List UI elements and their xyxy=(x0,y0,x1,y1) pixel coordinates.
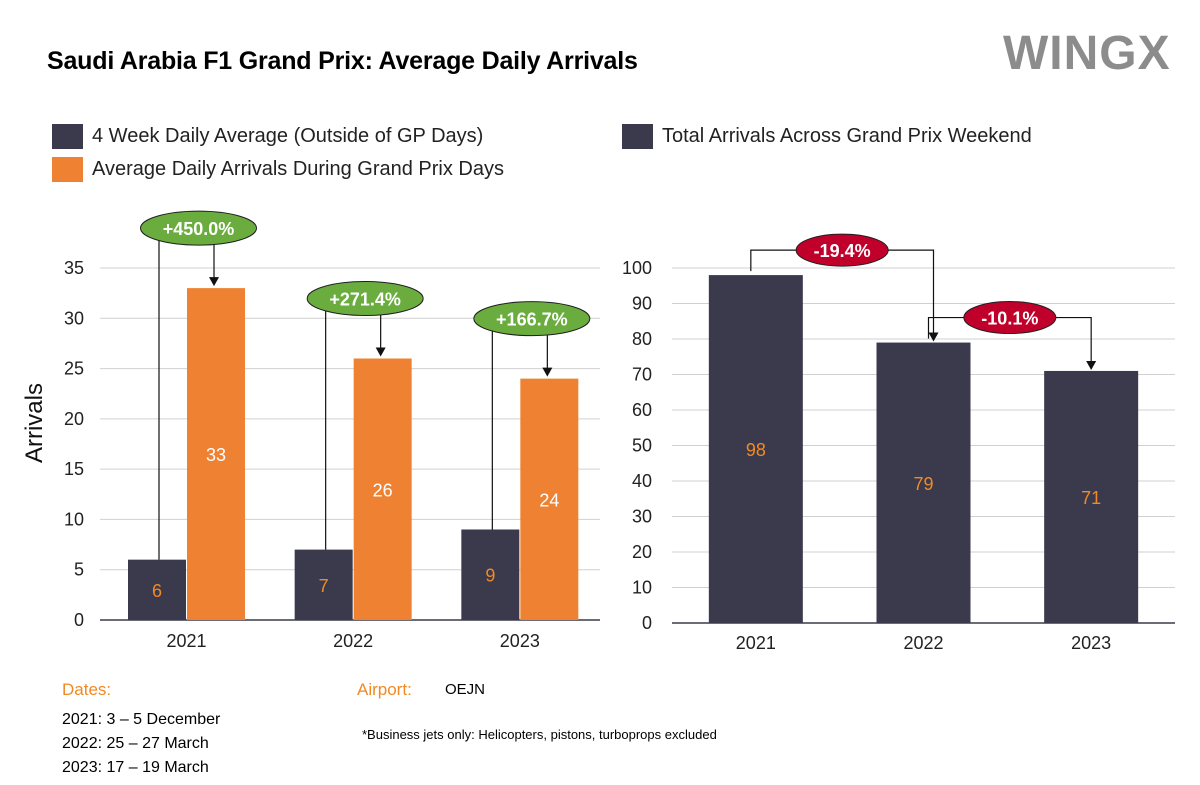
legend-label: Average Daily Arrivals During Grand Prix… xyxy=(92,158,505,180)
legend-swatch-dark xyxy=(622,124,653,149)
legend-swatch-dark xyxy=(52,124,83,149)
pct-change-label: -19.4% xyxy=(814,241,871,261)
pct-change-label: +166.7% xyxy=(496,310,568,330)
x-tick-label: 2021 xyxy=(736,633,776,653)
data-label: 26 xyxy=(373,480,393,500)
callout-arrowhead xyxy=(209,277,219,287)
bar-gp-days-2021 xyxy=(187,288,245,620)
callout-arrowhead xyxy=(1086,360,1097,370)
x-tick-label: 2023 xyxy=(500,631,540,651)
page-title: Saudi Arabia F1 Grand Prix: Average Dail… xyxy=(47,47,638,75)
y-tick-label: 90 xyxy=(632,294,652,314)
y-tick-label: 0 xyxy=(74,610,84,630)
y-tick-label: 10 xyxy=(64,509,84,529)
y-tick-label: 0 xyxy=(642,613,652,633)
pct-change-callout-2023 xyxy=(473,301,591,337)
date-line-2022: 2022: 25 – 27 March xyxy=(62,735,209,752)
legend-swatch-orange xyxy=(52,157,83,182)
bar-gp-days-2023 xyxy=(520,378,579,620)
pct-change-label: +271.4% xyxy=(329,290,401,310)
bar-gp-days-2022 xyxy=(353,358,412,620)
pct-change-label: +450.0% xyxy=(163,219,235,239)
y-tick-label: 80 xyxy=(632,329,652,349)
airport-value: OEJN xyxy=(445,681,486,698)
y-tick-label: 15 xyxy=(64,459,84,479)
wingx-logo: WINGX xyxy=(1003,27,1171,80)
x-tick-label: 2022 xyxy=(903,633,943,653)
y-tick-label: 25 xyxy=(64,359,84,379)
y-axis-label: Arrivals xyxy=(21,383,48,463)
data-label: 6 xyxy=(152,581,162,601)
y-tick-label: 35 xyxy=(64,258,84,278)
footnote: *Business jets only: Helicopters, piston… xyxy=(362,727,717,742)
y-tick-label: 20 xyxy=(632,542,652,562)
bar-total-arrivals-2022 xyxy=(876,342,971,623)
y-tick-label: 40 xyxy=(632,471,652,491)
legend-item-outside-gp: 4 Week Daily Average (Outside of GP Days… xyxy=(52,124,483,149)
bar-total-arrivals-2023 xyxy=(1044,370,1139,623)
callout-arrowhead xyxy=(542,367,553,377)
y-tick-label: 100 xyxy=(622,258,652,278)
data-label: 71 xyxy=(1081,488,1101,508)
pct-change-callout-2022 xyxy=(306,281,424,317)
y-tick-label: 5 xyxy=(74,560,84,580)
pct-change-callout-2021 xyxy=(140,210,257,246)
legend-label: Total Arrivals Across Grand Prix Weekend xyxy=(662,125,1032,147)
pct-change-callout-2021-2022 xyxy=(795,233,889,267)
date-line-2021: 2021: 3 – 5 December xyxy=(62,711,221,728)
data-label: 24 xyxy=(539,490,559,510)
x-tick-label: 2021 xyxy=(166,631,206,651)
y-tick-label: 10 xyxy=(632,578,652,598)
date-line-2023: 2023: 17 – 19 March xyxy=(62,759,209,776)
bar-outside-gp-2021 xyxy=(128,559,186,620)
bar-total-arrivals-2021 xyxy=(708,275,803,623)
y-tick-label: 30 xyxy=(64,308,84,328)
legend-item-gp-days: Average Daily Arrivals During Grand Prix… xyxy=(52,157,504,182)
y-tick-label: 30 xyxy=(632,507,652,527)
data-label: 33 xyxy=(206,445,226,465)
callout-arrowhead xyxy=(375,347,386,357)
dates-label: Dates: xyxy=(62,680,112,699)
y-tick-label: 50 xyxy=(632,436,652,456)
airport-label: Airport: xyxy=(357,680,412,699)
bar-outside-gp-2022 xyxy=(294,549,353,620)
data-label: 7 xyxy=(319,576,329,596)
y-tick-label: 60 xyxy=(632,400,652,420)
legend-label: 4 Week Daily Average (Outside of GP Days… xyxy=(92,125,484,147)
y-tick-label: 70 xyxy=(632,365,652,385)
pct-change-callout-2022-2023 xyxy=(963,301,1057,335)
data-label: 98 xyxy=(746,440,766,460)
bar-outside-gp-2023 xyxy=(461,529,520,620)
data-label: 9 xyxy=(485,566,495,586)
legend-item-total-arrivals: Total Arrivals Across Grand Prix Weekend xyxy=(622,124,1032,149)
y-tick-label: 20 xyxy=(64,409,84,429)
x-tick-label: 2023 xyxy=(1071,633,1111,653)
data-label: 79 xyxy=(913,474,933,494)
x-tick-label: 2022 xyxy=(333,631,373,651)
callout-arrowhead xyxy=(928,332,939,342)
pct-change-label: -10.1% xyxy=(981,309,1038,329)
